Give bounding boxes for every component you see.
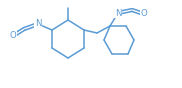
Text: N: N <box>115 9 121 18</box>
Text: O: O <box>10 32 16 40</box>
Text: N: N <box>35 20 41 29</box>
Text: O: O <box>141 10 147 18</box>
